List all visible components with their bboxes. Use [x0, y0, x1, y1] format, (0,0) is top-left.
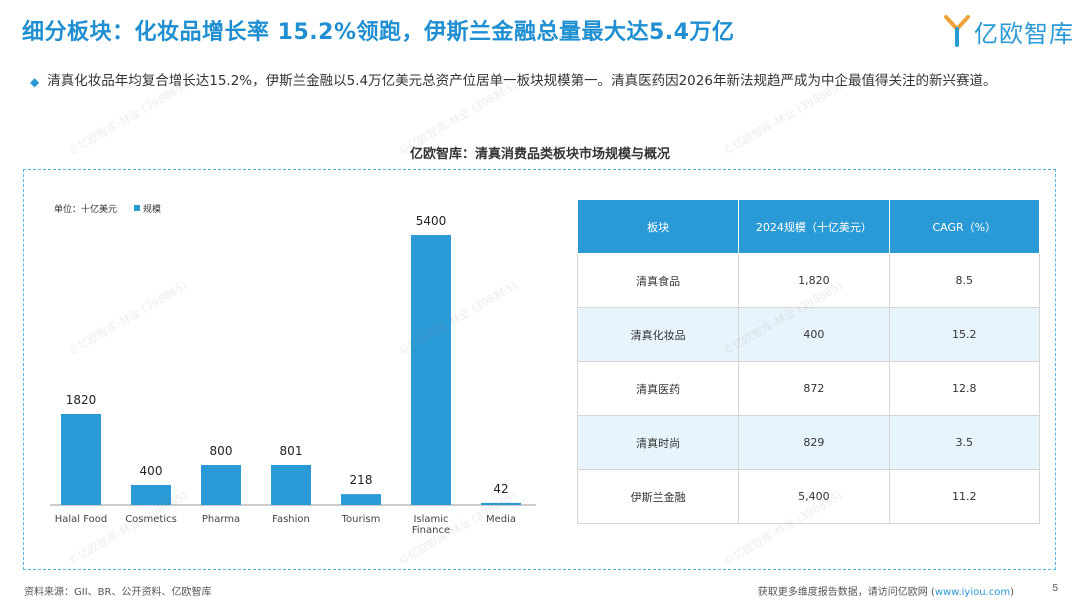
table-cell: 清真食品: [576, 253, 740, 308]
x-tick-label: Cosmetics: [125, 514, 177, 525]
source-note: 资料来源：GII、BR、公开资料、亿欧智库: [24, 587, 212, 598]
x-tick-label: Fashion: [272, 514, 310, 525]
summary-bullet: ◆ 清真化妆品年均复合增长达15.2%，伊斯兰金融以5.4万亿美元总资产位居单一…: [30, 72, 1060, 91]
footer-cta: 获取更多维度报告数据，请访问亿欧网 (www.iyiou.com): [757, 587, 1014, 598]
chart-frame: [23, 169, 1056, 570]
table-row: 清真化妆品 400 15.2: [576, 307, 1041, 362]
table-header-row: 板块 2024规模（十亿美元） CAGR（%）: [576, 199, 1041, 254]
table-cell: 8.5: [888, 253, 1041, 308]
legend-swatch: [134, 205, 140, 211]
legend-label: 规模: [143, 204, 161, 215]
x-tick-label: Media: [486, 514, 516, 525]
table-row: 清真时尚 829 3.5: [576, 415, 1041, 470]
bar: [411, 235, 451, 505]
table-cell: 清真医药: [576, 361, 740, 416]
x-tick-label: Halal Food: [55, 514, 108, 525]
table-cell: 清真化妆品: [576, 307, 740, 362]
table-cell: 伊斯兰金融: [576, 469, 740, 524]
bar: [481, 502, 521, 505]
bar-chart: 单位：十亿美元 规模 1820 Halal Food 400 Cosmetics 800 Ph…: [50, 203, 536, 536]
x-tick-label: Finance: [412, 525, 450, 536]
table-header-cell: CAGR（%）: [888, 199, 1041, 254]
bar: [271, 464, 311, 505]
bar: [131, 485, 171, 505]
bar-value-label: 400: [140, 464, 163, 478]
bar-value-label: 5400: [416, 214, 447, 228]
page-number: 5: [1052, 583, 1058, 594]
x-tick-label: Pharma: [202, 514, 240, 525]
bar-value-label: 218: [350, 473, 373, 487]
table-cell: 5,400: [738, 469, 890, 524]
market-table: 板块 2024规模（十亿美元） CAGR（%） 清真食品 1,820 8.5 清…: [576, 199, 1041, 524]
table-cell: 1,820: [738, 253, 890, 308]
table-cell: 15.2: [888, 307, 1041, 362]
table-cell: 829: [738, 415, 890, 470]
table-cell: 清真时尚: [576, 415, 740, 470]
bar: [61, 414, 101, 505]
diamond-bullet-icon: ◆: [30, 75, 40, 89]
x-tick-label: Islamic: [413, 514, 448, 525]
page-title: 细分板块：化妆品增长率 15.2%领跑，伊斯兰金融总量最大达5.4万亿: [22, 20, 735, 45]
brand-logo: 亿欧智库: [944, 14, 1074, 48]
logo-text: 亿欧智库: [974, 19, 1074, 48]
table-cell: 3.5: [888, 415, 1041, 470]
table-cell: 872: [738, 361, 890, 416]
summary-text: 清真化妆品年均复合增长达15.2%，伊斯兰金融以5.4万亿美元总资产位居单一板块…: [47, 73, 997, 89]
x-tick-label: Tourism: [341, 514, 381, 525]
table-row: 清真食品 1,820 8.5: [576, 253, 1041, 308]
unit-label: 单位：十亿美元: [54, 203, 117, 215]
table-cell: 12.8: [888, 361, 1041, 416]
bar-value-label: 800: [210, 444, 233, 458]
logo-icon: [944, 15, 970, 47]
table-header-cell: 板块: [576, 199, 740, 254]
footer-link[interactable]: www.iyiou.com: [934, 587, 1011, 598]
table-header-cell: 2024规模（十亿美元）: [738, 199, 890, 254]
table-row: 清真医药 872 12.8: [576, 361, 1041, 416]
bar-value-label: 42: [493, 482, 508, 496]
chart-title: 亿欧智库：清真消费品类板块市场规模与概况: [409, 147, 670, 162]
bar-value-label: 1820: [66, 393, 97, 407]
table-cell: 400: [738, 307, 890, 362]
table-row: 伊斯兰金融 5,400 11.2: [576, 469, 1041, 524]
bar: [201, 465, 241, 505]
bar: [341, 494, 381, 505]
footer-cta-text: 获取更多维度报告数据，请访问亿欧网: [757, 587, 928, 598]
table-cell: 11.2: [888, 469, 1041, 524]
bar-value-label: 801: [280, 444, 303, 458]
